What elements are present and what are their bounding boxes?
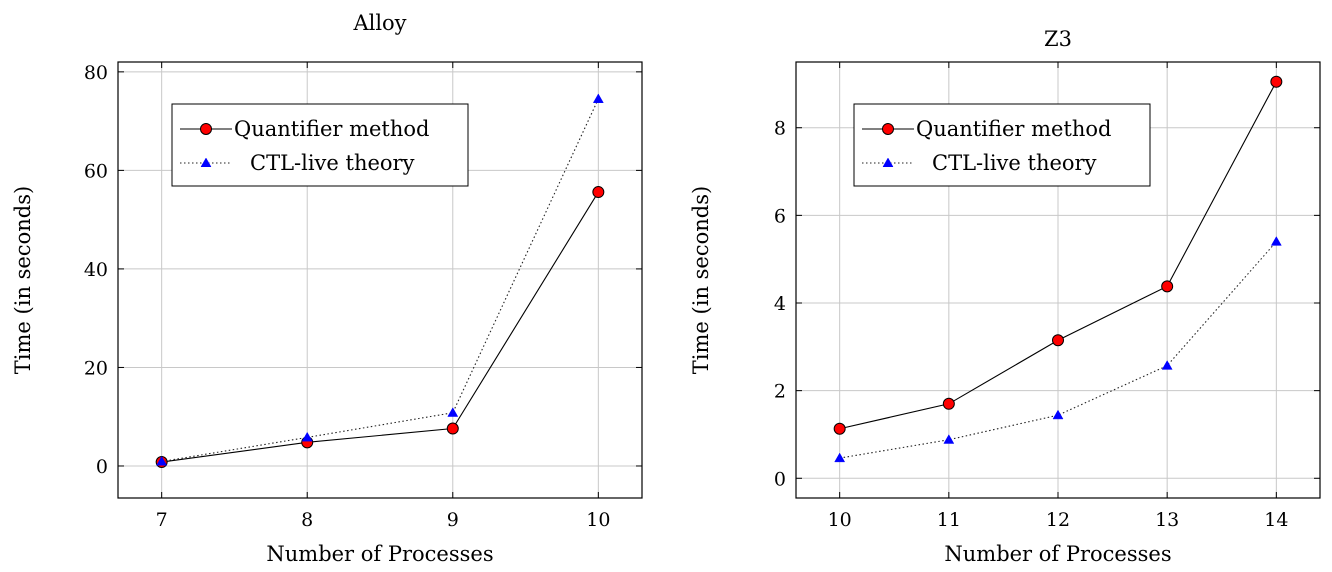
y-tick-label: 6	[774, 205, 786, 227]
chart-title: Alloy	[352, 11, 406, 35]
data-point-ctl	[447, 407, 459, 417]
data-point-ctl	[1161, 360, 1173, 370]
x-tick-label: 12	[1046, 509, 1070, 531]
data-point-quantifier	[1161, 280, 1174, 293]
y-tick-label: 60	[84, 160, 108, 182]
data-point-ctl	[943, 434, 955, 444]
y-tick-label: 80	[84, 62, 108, 84]
legend-label: Quantifier method	[916, 117, 1111, 141]
x-tick-label: 8	[301, 509, 313, 531]
x-axis-label: Number of Processes	[266, 542, 493, 566]
chart-title: Z3	[1044, 27, 1072, 51]
z3-chart: 10 11 12 13 14 0 2 4 6 8 Z3 Number of Processes Time…	[689, 27, 1321, 566]
data-point-quantifier	[446, 422, 459, 435]
y-tick-label: 2	[774, 381, 786, 403]
legend-marker	[882, 123, 894, 135]
x-axis-label: Number of Processes	[944, 542, 1171, 566]
x-tick-label: 7	[156, 509, 168, 531]
y-tick-label: 0	[774, 468, 786, 490]
x-tick-label: 10	[586, 509, 610, 531]
data-point-ctl	[834, 452, 846, 463]
data-point-quantifier	[1052, 334, 1064, 347]
data-point-ctl	[1052, 409, 1064, 420]
y-tick-label: 0	[96, 456, 108, 478]
data-point-ctl	[1270, 236, 1282, 246]
data-point-quantifier	[942, 397, 955, 410]
x-tick-label: 11	[937, 509, 961, 531]
data-point-quantifier	[592, 186, 605, 199]
legend-box	[853, 103, 1151, 187]
data-point-quantifier	[833, 422, 846, 435]
legend-marker	[882, 157, 894, 167]
y-axis-label: Time (in seconds)	[11, 186, 35, 374]
x-tick-label: 14	[1264, 509, 1288, 531]
legend-marker	[200, 123, 212, 135]
x-tick-label: 13	[1155, 509, 1179, 531]
legend-label: CTL-live theory	[250, 151, 415, 175]
alloy-chart: 7 8 9 10 0 20 40 60 80 Alloy Number of Processes Ti…	[11, 11, 643, 566]
legend-box	[171, 103, 469, 187]
y-tick-label: 40	[84, 259, 108, 281]
data-point-ctl	[592, 93, 604, 103]
legend-label: CTL-live theory	[932, 151, 1097, 175]
series-line-quantifier	[161, 191, 599, 463]
y-tick-label: 8	[774, 118, 786, 140]
y-tick-label: 20	[84, 357, 108, 379]
legend-marker	[200, 157, 212, 167]
legend-label: Quantifier method	[234, 117, 429, 141]
x-tick-label: 10	[828, 509, 852, 531]
plot-frame	[117, 61, 643, 499]
data-point-ctl	[301, 431, 313, 442]
data-point-ctl	[156, 456, 168, 466]
y-tick-label: 4	[774, 293, 786, 315]
y-axis-label: Time (in seconds)	[689, 186, 713, 374]
data-point-quantifier	[1270, 75, 1283, 88]
series-line-ctl	[161, 98, 599, 463]
x-tick-label: 9	[447, 509, 459, 531]
